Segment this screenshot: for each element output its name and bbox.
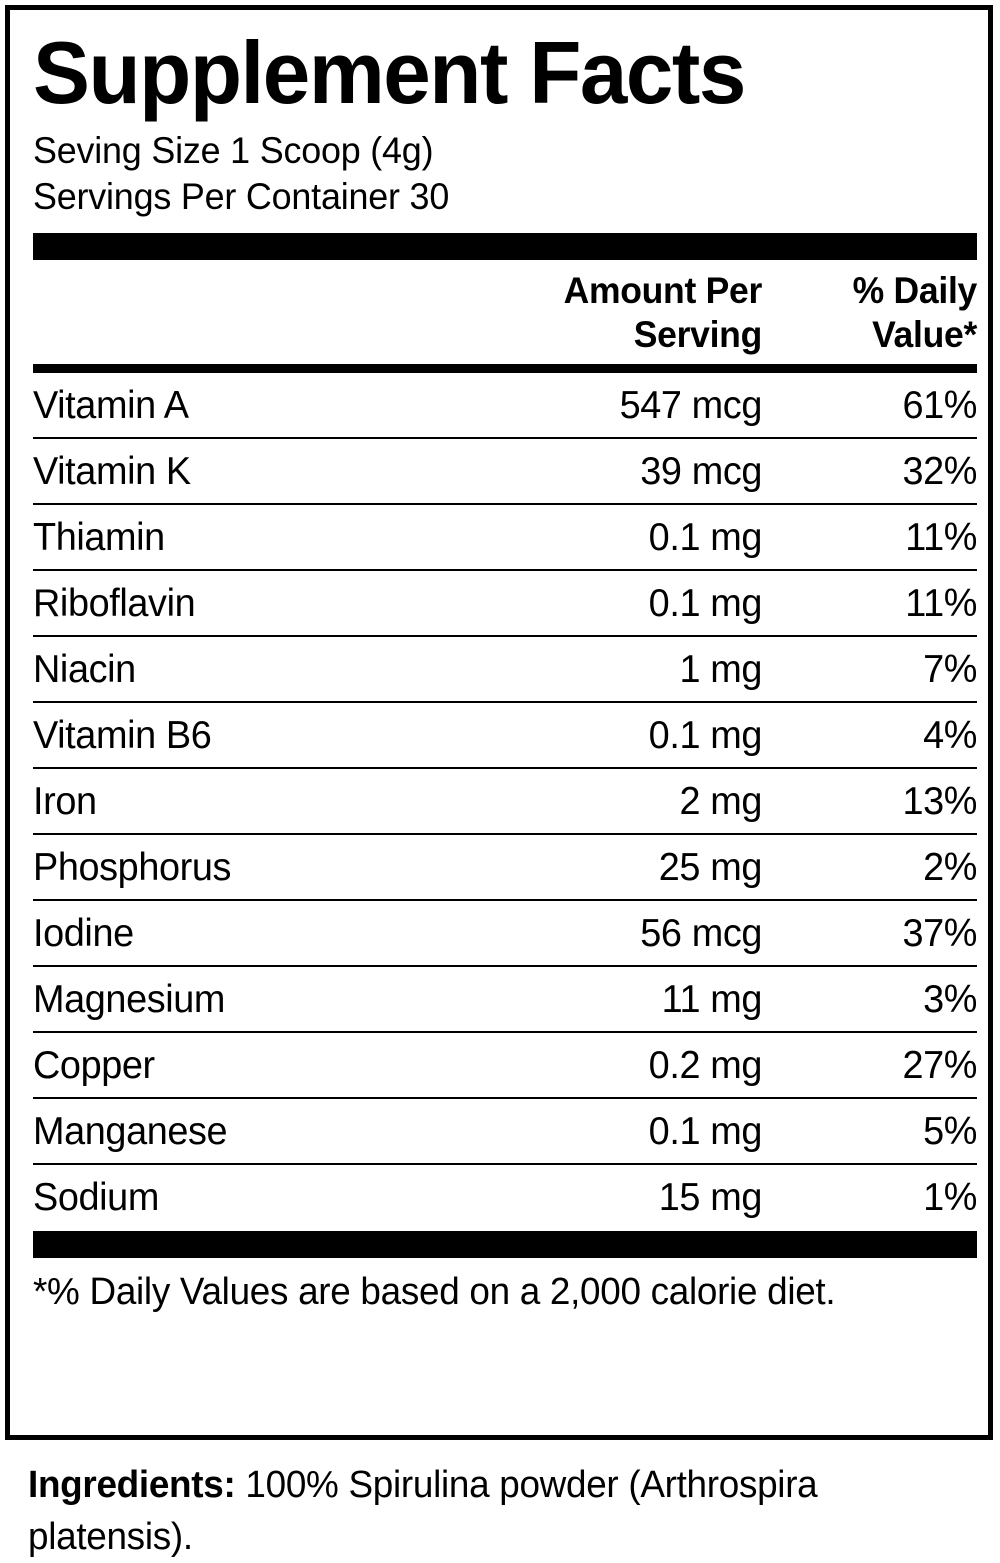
nutrient-amount: 2 mg	[679, 780, 762, 823]
nutrient-row: Manganese 0.1 mg 5%	[33, 1099, 977, 1165]
dv-header-line-2: Value*	[872, 314, 977, 355]
nutrient-daily-value: 3%	[923, 978, 977, 1021]
nutrient-amount: 1 mg	[679, 648, 762, 691]
thick-rule-top	[33, 233, 977, 260]
nutrient-row: Vitamin A 547 mcg 61%	[33, 373, 977, 439]
column-header-row: Amount Per Serving % Daily Value*	[33, 260, 978, 364]
nutrient-daily-value: 27%	[902, 1044, 977, 1087]
nutrient-daily-value: 2%	[923, 846, 977, 889]
nutrient-name: Vitamin B6	[33, 714, 212, 757]
nutrient-daily-value: 61%	[902, 384, 977, 427]
nutrient-amount: 39 mcg	[640, 450, 762, 493]
nutrient-daily-value: 32%	[902, 450, 977, 493]
nutrient-rows-container: Vitamin A 547 mcg 61% Vitamin K 39 mcg 32% Thi…	[33, 373, 977, 1231]
nutrient-amount: 0.2 mg	[648, 1044, 763, 1087]
nutrient-name: Thiamin	[33, 516, 165, 559]
daily-value-header: % Daily Value*	[771, 269, 978, 357]
nutrient-name: Manganese	[33, 1110, 228, 1153]
nutrient-name: Magnesium	[33, 978, 226, 1021]
nutrient-daily-value: 13%	[902, 780, 977, 823]
nutrient-amount: 0.1 mg	[648, 1110, 763, 1153]
nutrient-row: Iron 2 mg 13%	[33, 769, 977, 835]
nutrient-name: Vitamin K	[33, 450, 191, 493]
nutrient-row: Iodine 56 mcg 37%	[33, 901, 977, 967]
amount-header-line-2: Serving	[633, 314, 763, 355]
nutrient-name: Riboflavin	[33, 582, 196, 625]
medium-rule-under-header	[33, 364, 977, 373]
ingredients-label: Ingredients:	[28, 1464, 236, 1506]
nutrient-row: Vitamin B6 0.1 mg 4%	[33, 703, 977, 769]
thick-rule-bottom	[33, 1231, 977, 1258]
nutrient-amount: 56 mcg	[640, 912, 762, 955]
serving-info-block: Seving Size 1 Scoop (4g) Servings Per Co…	[33, 128, 977, 220]
nutrient-row: Niacin 1 mg 7%	[33, 637, 977, 703]
nutrient-daily-value: 5%	[923, 1110, 977, 1153]
facts-inner-content: Supplement Facts Seving Size 1 Scoop (4g…	[33, 10, 977, 1317]
dv-header-line-1: % Daily	[852, 270, 978, 311]
nutrient-daily-value: 7%	[923, 648, 977, 691]
nutrient-name: Niacin	[33, 648, 136, 691]
nutrient-name: Iodine	[33, 912, 134, 955]
nutrient-name: Copper	[33, 1044, 155, 1087]
nutrient-row: Vitamin K 39 mcg 32%	[33, 439, 977, 505]
nutrient-row: Riboflavin 0.1 mg 11%	[33, 571, 977, 637]
amount-header-line-1: Amount Per	[563, 270, 763, 311]
nutrient-amount: 0.1 mg	[648, 714, 763, 757]
nutrient-daily-value: 4%	[923, 714, 977, 757]
supplement-facts-box: Supplement Facts Seving Size 1 Scoop (4g…	[5, 5, 993, 1440]
nutrient-amount: 15 mg	[658, 1176, 763, 1219]
amount-per-serving-header: Amount Per Serving	[349, 269, 763, 357]
nutrient-daily-value: 37%	[902, 912, 977, 955]
nutrient-amount: 0.1 mg	[648, 516, 763, 559]
nutrient-amount: 0.1 mg	[648, 582, 763, 625]
nutrient-row: Magnesium 11 mg 3%	[33, 967, 977, 1033]
nutrient-row: Phosphorus 25 mg 2%	[33, 835, 977, 901]
panel-title: Supplement Facts	[33, 23, 746, 122]
nutrient-amount: 547 mcg	[619, 384, 763, 427]
nutrient-name: Iron	[33, 780, 97, 823]
nutrient-row: Copper 0.2 mg 27%	[33, 1033, 977, 1099]
nutrient-amount: 25 mg	[658, 846, 763, 889]
nutrient-amount: 11 mg	[661, 978, 763, 1021]
nutrient-daily-value: 11%	[905, 582, 977, 625]
serving-size-line: Seving Size 1 Scoop (4g)	[33, 130, 434, 171]
nutrient-name: Sodium	[33, 1176, 159, 1219]
nutrient-name: Phosphorus	[33, 846, 232, 889]
nutrient-daily-value: 11%	[905, 516, 977, 559]
ingredients-text: 100% Spirulina powder (Arthrospira plate…	[28, 1464, 818, 1558]
nutrient-name: Vitamin A	[33, 384, 189, 427]
ingredients-statement: Ingredients: 100% Spirulina powder (Arth…	[28, 1459, 920, 1563]
servings-per-container-line: Servings Per Container 30	[33, 176, 450, 217]
daily-value-footnote: *% Daily Values are based on a 2,000 cal…	[33, 1271, 836, 1313]
nutrient-row: Sodium 15 mg 1%	[33, 1165, 977, 1231]
nutrient-row: Thiamin 0.1 mg 11%	[33, 505, 977, 571]
nutrient-daily-value: 1%	[923, 1176, 977, 1219]
